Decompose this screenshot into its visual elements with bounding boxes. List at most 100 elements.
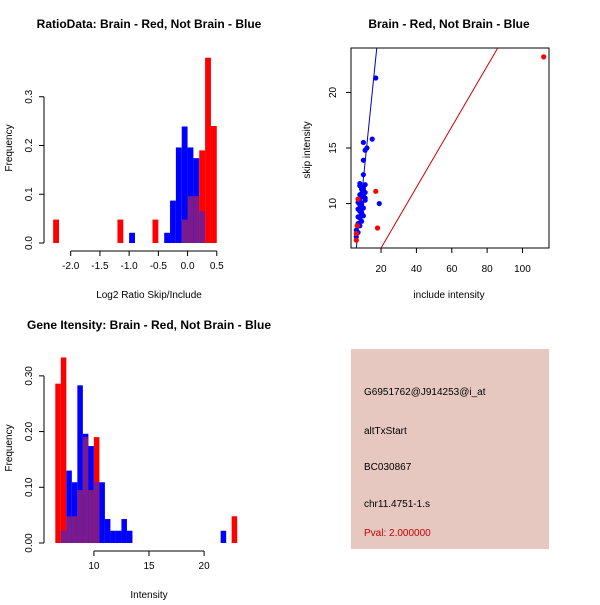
scatter-y-tick-label: 15 [328, 142, 339, 154]
intensity-hist-bar [99, 482, 105, 543]
scatter-x-tick-label: 100 [514, 264, 531, 275]
intensity-hist-overlap-bar [71, 516, 78, 543]
intensity-hist-bar [220, 530, 227, 543]
scatter-point-blue [355, 206, 361, 212]
intensity-histogram-xlabel: Intensity [130, 590, 167, 600]
intensity-hist-y-tick-label: 0.00 [24, 533, 35, 553]
scatter-ylabel: skip intensity [302, 121, 313, 178]
scatter-point-blue [362, 182, 368, 188]
intensity-histogram-title: Gene Itensity: Brain - Red, Not Brain - … [27, 318, 271, 332]
ratio-hist-y-tick-label: 0.1 [24, 187, 35, 201]
ratio-hist-y-tick-label: 0.3 [24, 89, 35, 103]
ratio-histogram-ylabel: Frequency [4, 124, 15, 171]
scatter-x-tick-label: 20 [375, 264, 387, 275]
event-type-text: altTxStart [364, 426, 407, 437]
scatter-point-blue [362, 197, 368, 203]
intensity-hist-bar [60, 357, 67, 543]
ratio-hist-bar [205, 57, 211, 243]
ratio-hist-bar [187, 147, 194, 243]
ratio-hist-bar [181, 126, 188, 243]
ratio-hist-bar [152, 219, 159, 243]
scatter-points [353, 54, 547, 243]
scatter-fit-lines [355, 48, 499, 248]
intensity-hist-bar [71, 482, 78, 543]
scatter-axes: 20 40 60 80 100 10 15 20 [328, 86, 531, 275]
scatter-point-red [353, 230, 359, 237]
intensity-hist-x-tick-label: 10 [88, 561, 100, 572]
scatter-point-red [354, 223, 360, 229]
scatter-point-blue [360, 172, 366, 178]
ratio-hist-bar [117, 219, 124, 243]
ratio-hist-x-tick-label: 0.0 [181, 261, 195, 272]
intensity-hist-overlap-bar [77, 490, 83, 543]
scatter-point-blue [359, 209, 365, 216]
scatter-point-red [355, 196, 361, 202]
ratio-hist-x-tick-label: -1.0 [121, 261, 139, 272]
intensity-hist-overlap-bar [60, 530, 67, 543]
ratio-hist-overlap-bar [181, 219, 188, 243]
intensity-histogram-bars [55, 357, 238, 543]
ratio-hist-overlap-bar [199, 211, 206, 243]
intensity-hist-bar [104, 519, 111, 543]
probe-info-background [351, 349, 549, 549]
scatter-y-tick-label: 10 [328, 198, 339, 210]
intensity-hist-bar [66, 470, 72, 543]
scatter-point-blue [360, 139, 366, 146]
scatter-point-blue [373, 75, 379, 81]
ratio-hist-x-tick-label: 0.5 [210, 261, 224, 272]
scatter-point-red [373, 188, 379, 194]
intensity-hist-y-tick-label: 0.20 [24, 421, 35, 441]
intensity-histogram-axes: 10 15 20 0.00 0.10 0.20 0.30 [24, 366, 210, 572]
ratio-hist-bar [170, 200, 176, 243]
scatter-point-blue [360, 205, 366, 211]
scatter-title: Brain - Red, Not Brain - Blue [368, 17, 530, 31]
scatter-point-blue [360, 186, 366, 192]
ratio-hist-x-tick-label: -2.0 [62, 261, 80, 272]
pval-text: Pval: 2.000000 [364, 528, 431, 539]
scatter-point-red [541, 54, 547, 60]
scatter-point-blue [376, 200, 382, 207]
ratio-hist-bar [129, 232, 135, 243]
ratio-hist-x-tick-label: -0.5 [150, 261, 168, 272]
gene-accession-text: BC030867 [364, 462, 412, 473]
intensity-histogram-ylabel: Frequency [4, 424, 15, 471]
intensity-hist-y-tick-label: 0.30 [24, 366, 35, 386]
intensity-hist-overlap-bar [82, 437, 89, 543]
intensity-hist-overlap-bar [88, 490, 94, 543]
scatter-x-tick-label: 60 [446, 264, 458, 275]
ratio-histogram-xlabel: Log2 Ratio Skip/Include [96, 290, 202, 301]
scatter-xlabel: include intensity [413, 290, 484, 301]
ratio-hist-y-tick-label: 0.2 [24, 138, 35, 152]
intensity-hist-bar [110, 530, 116, 543]
intensity-hist-y-tick-label: 0.10 [24, 477, 35, 497]
scatter-x-tick-label: 40 [411, 264, 423, 275]
ratio-hist-bar [199, 150, 206, 243]
intensity-hist-bar [126, 530, 133, 543]
ratio-histogram-axes: -2.0 -1.5 -1.0 -0.5 0.0 0.5 0.0 0.1 0.2 0.3 [24, 89, 224, 272]
ratio-hist-x-tick-label: -1.5 [91, 261, 109, 272]
ratio-hist-bar [53, 219, 60, 243]
scatter-x-tick-label: 80 [482, 264, 494, 275]
probe-info-panel: G6951762@J914253@i_at altTxStart BC03086… [351, 349, 549, 549]
intensity-hist-x-tick-label: 20 [199, 561, 211, 572]
intensity-hist-bar [121, 519, 127, 543]
ratio-histogram-bars [53, 57, 217, 243]
scatter-fit-line-red [380, 48, 499, 248]
scatter-point-blue [359, 218, 365, 224]
intensity-scatter-panel: Brain - Red, Not Brain - Blue 20 40 60 80 10… [302, 17, 550, 301]
scatter-point-blue [369, 136, 375, 142]
intensity-histogram-panel: Gene Itensity: Brain - Red, Not Brain - … [4, 318, 271, 601]
intensity-hist-bar [231, 516, 238, 543]
scatter-point-blue [357, 192, 363, 198]
ratio-hist-bar [164, 232, 171, 243]
intensity-hist-overlap-bar [66, 516, 72, 543]
ratio-hist-bar [210, 126, 217, 243]
scatter-point-red [353, 237, 359, 243]
probe-id-text: G6951762@J914253@i_at [364, 387, 486, 398]
location-text: chr11.4751-1.s [364, 499, 430, 510]
ratio-hist-overlap-bar [187, 196, 194, 243]
scatter-point-blue [357, 183, 363, 189]
ratio-hist-y-tick-label: 0.0 [24, 236, 35, 250]
